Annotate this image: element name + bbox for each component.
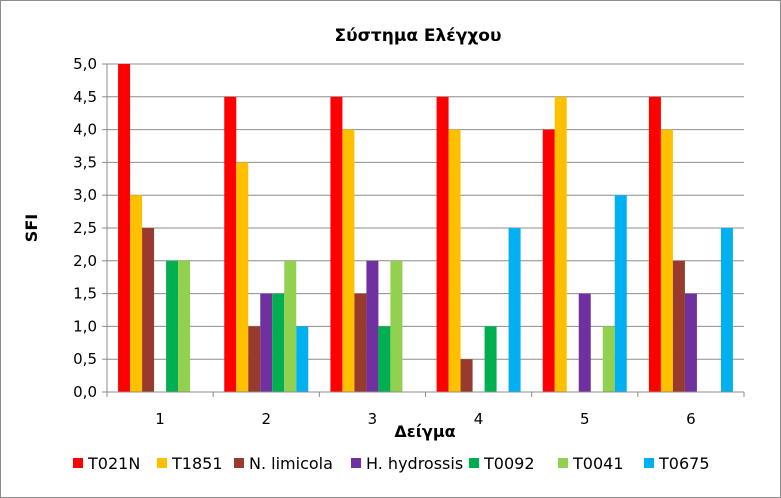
bar (508, 228, 521, 392)
y-tick-label: 0,0 (73, 383, 97, 401)
bar (672, 260, 685, 392)
legend-item: T0092 (469, 454, 535, 473)
bar (436, 96, 449, 393)
axes: 0,0 0,5 1,0 1,5 2,0 2,5 3,0 3,5 4,0 4,5 5,0 1 2 3 4 5 6 (73, 55, 745, 428)
bar (224, 96, 237, 393)
y-tick-label: 2,0 (73, 252, 97, 270)
legend-swatch (558, 458, 568, 468)
bar (460, 359, 473, 392)
gridlines (107, 63, 744, 360)
y-axis-title: SFI (22, 214, 41, 242)
bar (720, 228, 733, 392)
bar (260, 293, 273, 392)
legend-label: T0041 (572, 454, 624, 473)
y-tick-label: 0,5 (73, 350, 97, 368)
legend-label: T021N (87, 454, 140, 473)
bar (366, 260, 379, 392)
y-tick-label: 1,0 (73, 317, 97, 335)
x-tick-label: 2 (261, 410, 271, 428)
chart-title: Σύστημα Ελέγχου (335, 26, 502, 46)
y-tick-label: 3,0 (73, 186, 97, 204)
legend-swatch (351, 458, 361, 468)
legend-item: T0675 (644, 454, 710, 473)
bar (118, 64, 131, 392)
bar (542, 129, 555, 392)
bar (648, 96, 661, 393)
bar (448, 129, 461, 392)
bar (484, 326, 497, 392)
legend-label: T0675 (658, 454, 710, 473)
bar (178, 260, 191, 392)
legend: T021N T1851 N. limicola H. hydrossis T0092 T0… (73, 454, 710, 473)
legend-swatch (469, 458, 479, 468)
x-axis-title: Δείγμα (394, 422, 455, 441)
bar (614, 195, 627, 392)
bar (602, 326, 615, 392)
x-tick-label: 5 (580, 410, 590, 428)
bar (284, 260, 297, 392)
x-tick-label: 3 (368, 410, 378, 428)
bars (118, 64, 733, 393)
legend-swatch (234, 458, 244, 468)
bar (684, 293, 697, 392)
bar (354, 293, 367, 392)
bar (330, 96, 343, 393)
bar (130, 195, 143, 392)
bar (166, 260, 179, 392)
legend-label: H. hydrossis (366, 454, 463, 473)
legend-swatch (157, 458, 167, 468)
bar (390, 260, 403, 392)
bar (378, 326, 391, 392)
bar (272, 293, 285, 392)
y-tick-label: 4,5 (73, 88, 97, 106)
bar (296, 326, 309, 392)
y-tick-label: 2,5 (73, 219, 97, 237)
legend-swatch (644, 458, 654, 468)
legend-label: N. limicola (249, 454, 333, 473)
legend-item: H. hydrossis (351, 454, 463, 473)
legend-swatch (73, 458, 83, 468)
bar (554, 96, 567, 393)
y-tick-label: 1,5 (73, 285, 97, 303)
legend-item: T0041 (558, 454, 624, 473)
y-tick-label: 3,5 (73, 153, 97, 171)
y-tick-label: 5,0 (73, 55, 97, 73)
bar (236, 162, 249, 392)
x-tick-label: 6 (686, 410, 696, 428)
legend-item: T1851 (157, 454, 223, 473)
bar (142, 228, 155, 392)
legend-item: T021N (73, 454, 140, 473)
bar (248, 326, 261, 392)
y-tick-label: 4,0 (73, 121, 97, 139)
x-tick-label: 1 (155, 410, 165, 428)
x-tick-label: 4 (474, 410, 484, 428)
bar (342, 129, 355, 392)
bar (660, 129, 673, 392)
legend-label: T0092 (483, 454, 535, 473)
bar (578, 293, 591, 392)
legend-label: T1851 (171, 454, 223, 473)
legend-item: N. limicola (234, 454, 333, 473)
